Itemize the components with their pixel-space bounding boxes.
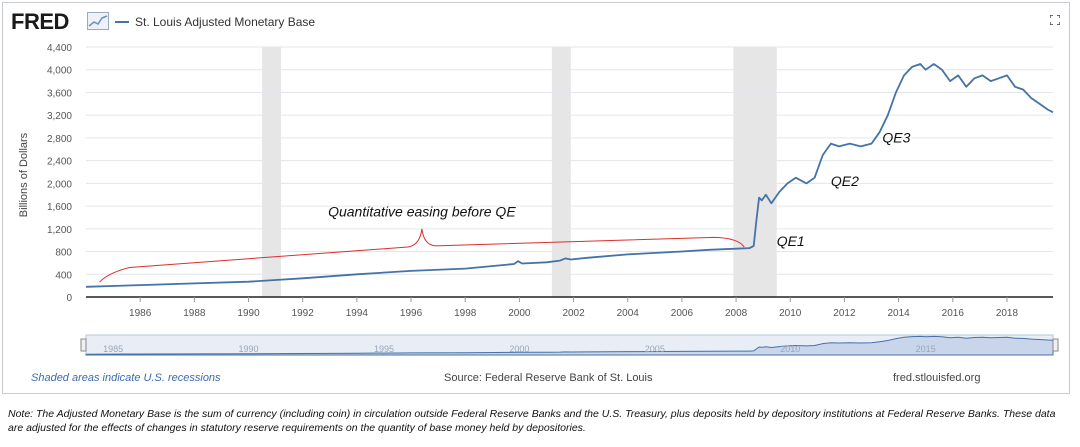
y-tick-label: 800 — [55, 248, 72, 259]
x-tick-label: 2008 — [725, 308, 748, 319]
navigator-tick-label: 2015 — [916, 344, 936, 354]
y-tick-label: 2,800 — [47, 134, 72, 145]
x-tick-label: 2004 — [617, 308, 640, 319]
navigator-tick-label: 1990 — [239, 344, 259, 354]
legend-swatch — [115, 21, 129, 23]
series-line — [85, 63, 1054, 288]
chart-legend: St. Louis Adjusted Monetary Base — [115, 15, 315, 29]
annotation-brace-path — [99, 228, 745, 283]
x-tick-label: 2016 — [942, 308, 965, 319]
x-tick-label: 2006 — [671, 308, 694, 319]
navigator-tick-label: 1985 — [103, 344, 123, 354]
navigator-handle-right[interactable] — [1052, 338, 1059, 352]
annotation-brace — [99, 228, 745, 283]
fred-logo[interactable]: FRED — [11, 9, 69, 34]
annotation-label: Quantitative easing before QE — [328, 203, 516, 219]
line-chart: 0 400 800 1,200 1,600 2,000 2,400 2,800 3,200 3,6… — [18, 43, 1054, 319]
y-tick-label: 3,200 — [47, 111, 72, 122]
annotations: Quantitative easing before QE QE1 QE2 QE3 — [328, 129, 910, 248]
x-tick-label: 1992 — [292, 308, 315, 319]
annotation-label: QE3 — [882, 129, 910, 145]
annotation-label: QE2 — [831, 173, 859, 189]
recession-band — [733, 47, 777, 297]
x-tick-label: 1986 — [129, 308, 152, 319]
x-tick-label: 1988 — [183, 308, 206, 319]
y-tick-label: 400 — [55, 270, 72, 281]
x-tick-label: 2012 — [833, 308, 856, 319]
grid — [86, 46, 1053, 298]
x-tick-label: 1998 — [454, 308, 477, 319]
chart-note: Note: The Adjusted Monetary Base is the … — [8, 408, 1056, 434]
x-tick-label: 1994 — [346, 308, 369, 319]
chart-panel: FRED St. Louis Adjusted Monetary Base 0 4… — [2, 2, 1070, 394]
recession-shading — [262, 47, 777, 297]
source-text: Source: Federal Reserve Bank of St. Loui… — [444, 372, 653, 384]
navigator-handle-left[interactable] — [80, 338, 87, 352]
x-tick-label: 2002 — [562, 308, 585, 319]
recession-band — [551, 47, 571, 297]
navigator-tick-label: 2005 — [645, 344, 665, 354]
y-tick-label: 1,200 — [47, 225, 72, 236]
y-tick-label: 2,000 — [47, 179, 72, 190]
fred-url-link[interactable]: fred.stlouisfed.org — [893, 372, 981, 384]
y-tick-label: 4,000 — [47, 66, 72, 77]
recession-band — [262, 47, 282, 297]
navigator-tick-label: 2000 — [509, 344, 529, 354]
navigator-area — [85, 335, 1054, 356]
x-tick-label: 2000 — [508, 308, 531, 319]
fred-logo-chart-icon — [87, 12, 109, 30]
y-axis: 0 400 800 1,200 1,600 2,000 2,400 2,800 3,200 3,6… — [47, 43, 72, 304]
y-tick-label: 3,600 — [47, 88, 72, 99]
x-tick-label: 2010 — [779, 308, 802, 319]
y-axis-label: Billions of Dollars — [18, 132, 30, 217]
y-tick-label: 2,400 — [47, 157, 72, 168]
y-tick-label: 0 — [66, 293, 72, 304]
x-tick-label: 1990 — [237, 308, 260, 319]
recession-note: Shaded areas indicate U.S. recessions — [31, 372, 221, 384]
navigator-tick-label: 1995 — [374, 344, 394, 354]
x-axis: 1986 1988 1990 1992 1994 1996 1998 2000 2002 2004… — [129, 297, 1019, 319]
x-tick-label: 1996 — [400, 308, 423, 319]
navigator-layer: 1985 1990 1995 2000 2005 2010 2015 — [80, 334, 1059, 356]
y-tick-label: 1,600 — [47, 202, 72, 213]
x-tick-label: 2014 — [887, 308, 910, 319]
range-navigator[interactable]: 1985 1990 1995 2000 2005 2010 2015 — [3, 331, 1069, 361]
navigator-tick-label: 2010 — [780, 344, 800, 354]
series-line-layer — [85, 63, 1054, 288]
x-tick-label: 2018 — [996, 308, 1019, 319]
legend-series-label: St. Louis Adjusted Monetary Base — [135, 15, 316, 29]
y-tick-label: 4,400 — [47, 43, 72, 54]
annotation-label: QE1 — [777, 233, 805, 249]
